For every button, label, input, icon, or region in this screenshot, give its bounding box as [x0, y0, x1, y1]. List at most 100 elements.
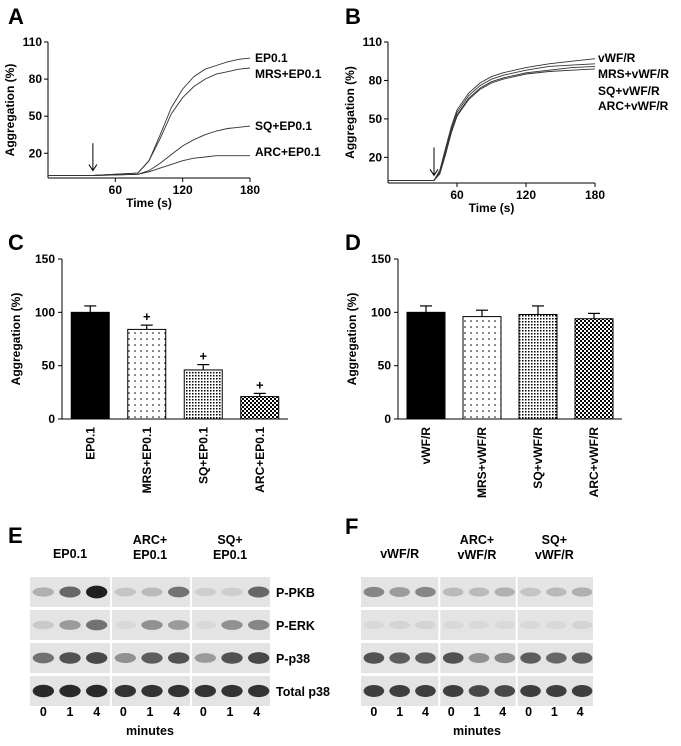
bar-arc-ep0-1: [240, 396, 280, 420]
significance-mark: +: [143, 309, 151, 324]
blot-band: [415, 652, 436, 664]
blot-band: [221, 652, 243, 664]
blot-band: [141, 684, 163, 698]
blot-band: [114, 653, 136, 663]
lane-label: 0: [200, 705, 207, 719]
blot-band: [520, 587, 541, 597]
blot-x-label: minutes: [453, 724, 501, 738]
blot-band: [546, 587, 567, 597]
y-tick-label: 80: [29, 72, 43, 86]
lane-label: 0: [525, 705, 532, 719]
lane-label: 1: [147, 705, 154, 719]
blot-row-label-p-p38: P-p38: [276, 652, 310, 666]
blot-band: [32, 620, 54, 630]
y-tick-label: 50: [29, 109, 43, 123]
x-tick-label: EP0.1: [83, 427, 97, 460]
blot-panel: [192, 610, 270, 640]
bar-ep0-1: [70, 311, 110, 420]
series-label-arc-ep0-1: ARC+EP0.1: [255, 145, 321, 159]
series-line-mrs-ep0-1: [48, 67, 251, 176]
blot-band: [168, 684, 190, 698]
y-tick-label: 150: [371, 252, 391, 266]
y-tick-label: 50: [42, 359, 56, 373]
blot-row-label-total-p38: Total p38: [276, 685, 330, 699]
lane-label: 4: [422, 705, 429, 719]
lane-label: 4: [253, 705, 260, 719]
bar-sq-vwf-r: [518, 313, 558, 420]
blot-band: [114, 587, 136, 597]
blot-band: [389, 620, 410, 630]
lane-label: 0: [120, 705, 127, 719]
significance-mark: +: [256, 377, 264, 392]
series-label-mrs-ep0-1: MRS+EP0.1: [255, 67, 322, 81]
blot-band: [415, 685, 436, 697]
blot-band: [571, 620, 593, 630]
lane-label: 1: [551, 705, 558, 719]
panel-label-b: B: [345, 4, 361, 29]
blot-band: [389, 587, 410, 597]
series-line-vwf-r: [388, 58, 596, 181]
blot-band: [59, 586, 81, 598]
blot-band: [389, 652, 410, 664]
lane-label: 1: [474, 705, 481, 719]
y-tick-label: 110: [23, 35, 43, 49]
blot-row-label-p-pkb: P-PKB: [276, 586, 315, 600]
blot-band: [520, 652, 541, 664]
blot-band: [221, 587, 243, 597]
blot-panel: [517, 610, 593, 640]
x-tick-label: 120: [516, 188, 536, 202]
blot-panel: [112, 610, 190, 640]
blot-band: [494, 587, 516, 597]
blot-group-label-2: ARC+ EP0.1: [133, 533, 167, 562]
chart-a: 60 120 180 20 50 80 110 Time (s) Aggregation (%)…: [3, 35, 322, 210]
x-tick-label: MRS+vWF/R: [475, 427, 489, 498]
blot-band: [494, 685, 516, 697]
x-axis-label: Time (s): [126, 196, 172, 210]
x-tick-label: MRS+EP0.1: [140, 427, 154, 494]
blot-band: [114, 620, 136, 630]
blot-band: [194, 620, 216, 630]
blot-group-label-3: SQ+ EP0.1: [213, 533, 247, 562]
bar-mrs-ep0-1: [127, 328, 167, 420]
blot-band: [221, 684, 243, 698]
blot-band: [247, 652, 270, 664]
series-label-arc-vwf-r: ARC+vWF/R: [598, 99, 669, 113]
y-tick-label: 80: [369, 73, 383, 87]
lane-label: 1: [227, 705, 234, 719]
series-line-ep0-1: [48, 57, 251, 176]
series-label-vwf-r: vWF/R: [598, 51, 636, 65]
blot-panel: [517, 577, 593, 607]
y-tick-label: 50: [378, 359, 392, 373]
blot-band: [141, 587, 163, 597]
blot-band: [546, 652, 567, 664]
blot-band: [442, 652, 464, 664]
blot-band: [363, 685, 385, 697]
y-tick-label: 50: [369, 112, 383, 126]
blot-band: [389, 685, 410, 697]
x-tick-label: 60: [450, 188, 464, 202]
blot-band: [468, 587, 490, 597]
blot-band: [363, 620, 385, 630]
blot-band: [59, 652, 81, 664]
y-tick-label: 20: [29, 146, 43, 160]
blot-band: [520, 685, 541, 697]
arrow-head-icon: [88, 164, 98, 172]
blot-band: [86, 684, 108, 698]
blot-band: [571, 652, 593, 664]
lane-label: 4: [499, 705, 506, 719]
blot-band: [442, 620, 464, 630]
blot-band: [114, 684, 136, 698]
lane-label: 4: [173, 705, 180, 719]
x-tick-label: SQ+vWF/R: [531, 427, 545, 489]
x-tick-label: 180: [240, 183, 260, 197]
series-label-ep0-1: EP0.1: [255, 51, 288, 65]
blot-band: [194, 653, 216, 663]
y-tick-label: 100: [35, 305, 55, 319]
lane-label: 4: [577, 705, 584, 719]
blot-band: [468, 620, 490, 630]
series-line-arc-vwf-r: [388, 68, 596, 181]
arrow-head-icon: [429, 169, 439, 177]
blot-band: [86, 585, 108, 599]
blot-band: [571, 587, 593, 597]
significance-mark: +: [199, 349, 207, 364]
